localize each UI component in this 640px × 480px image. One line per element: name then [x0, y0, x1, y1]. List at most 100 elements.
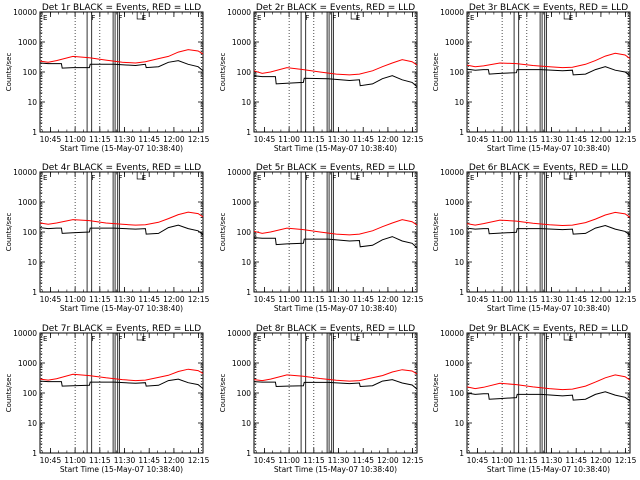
- y-tick-label: 1000: [18, 359, 37, 368]
- flag-interval: [328, 332, 334, 454]
- events-series-line: [466, 391, 631, 402]
- y-axis-label: Counts/sec: [432, 53, 440, 92]
- x-tick-label: 12:00: [163, 135, 185, 144]
- flag-label: F: [91, 335, 95, 343]
- x-tick-label: 10:45: [254, 295, 276, 304]
- flag-label: F: [518, 14, 522, 22]
- x-tick-label: 11:45: [565, 295, 587, 304]
- panel-title: Det 9r BLACK = Events, RED = LLD: [469, 324, 628, 334]
- x-tick-label: 12:00: [163, 295, 185, 304]
- x-tick-label: 12:00: [377, 456, 399, 465]
- panel-title: Det 5r BLACK = Events, RED = LLD: [256, 163, 415, 173]
- x-axis-label: Start Time (15-May-07 10:38:40): [274, 465, 397, 474]
- x-tick-label: 10:45: [40, 295, 62, 304]
- y-tick-label: 10: [27, 258, 37, 267]
- x-tick-label: 10:45: [40, 135, 62, 144]
- x-tick-label: 11:00: [64, 135, 86, 144]
- x-tick-label: 11:45: [565, 135, 587, 144]
- y-tick-label: 1: [246, 288, 251, 297]
- x-tick-label: 12:15: [188, 456, 210, 465]
- x-axis-label: Start Time (15-May-07 10:38:40): [60, 144, 183, 153]
- detector-panel: Det 4r BLACK = Events, RED = LLD 1 10 100 10…: [5, 163, 210, 313]
- y-axis-label: Counts/sec: [219, 213, 227, 252]
- detector-panel: Det 2r BLACK = Events, RED = LLD 1 10 100 10…: [219, 3, 424, 153]
- y-tick-label: 100: [450, 68, 465, 77]
- events-series-line: [39, 378, 204, 389]
- events-series-line: [253, 236, 418, 249]
- panel-title: Det 8r BLACK = Events, RED = LLD: [256, 324, 415, 334]
- x-tick-label: 11:00: [64, 456, 86, 465]
- flag-interval: [350, 11, 359, 20]
- detector-panel: Det 6r BLACK = Events, RED = LLD 1 10 100 10…: [432, 163, 637, 313]
- y-tick-label: 1000: [232, 198, 251, 207]
- flag-interval: [114, 11, 120, 133]
- x-tick-label: 11:15: [89, 295, 111, 304]
- x-tick-label: 11:00: [491, 135, 513, 144]
- y-axis-label: Counts/sec: [5, 53, 13, 92]
- y-tick-label: 1: [32, 288, 37, 297]
- flag-interval: [86, 11, 93, 133]
- y-tick-label: 10: [241, 419, 251, 428]
- flag-label: F: [332, 174, 336, 182]
- y-axis-label: Counts/sec: [432, 374, 440, 413]
- flag-label: E: [356, 174, 360, 182]
- y-tick-label: 1000: [445, 359, 464, 368]
- x-tick-label: 11:45: [565, 456, 587, 465]
- x-tick-label: 10:45: [467, 295, 489, 304]
- flag-interval: [300, 171, 307, 293]
- x-tick-label: 10:45: [467, 456, 489, 465]
- x-axis-label: Start Time (15-May-07 10:38:40): [487, 304, 610, 313]
- y-tick-label: 100: [450, 228, 465, 237]
- flag-interval: [350, 171, 359, 180]
- detector-panel: Det 8r BLACK = Events, RED = LLD 1 10 100 10…: [219, 324, 424, 474]
- events-series-line: [466, 224, 631, 236]
- x-axis-label: Start Time (15-May-07 10:38:40): [60, 465, 183, 474]
- x-tick-label: 12:15: [188, 135, 210, 144]
- flag-label: E: [356, 14, 360, 22]
- flag-label: F: [332, 14, 336, 22]
- flag-interval: [136, 332, 145, 341]
- y-tick-label: 10000: [227, 329, 251, 338]
- x-axis-label: Start Time (15-May-07 10:38:40): [487, 465, 610, 474]
- events-series-line: [466, 66, 631, 77]
- y-tick-label: 1: [246, 449, 251, 458]
- y-tick-label: 10000: [440, 329, 464, 338]
- x-tick-label: 11:00: [278, 135, 300, 144]
- flag-label: E: [569, 14, 573, 22]
- flag-label: E: [257, 14, 261, 22]
- x-tick-label: 11:00: [491, 456, 513, 465]
- y-tick-label: 1000: [18, 38, 37, 47]
- flag-label: F: [332, 335, 336, 343]
- x-tick-label: 10:45: [254, 135, 276, 144]
- y-tick-label: 100: [23, 68, 38, 77]
- flag-label: E: [43, 174, 47, 182]
- plot-frame: [253, 171, 418, 293]
- y-tick-label: 1: [32, 128, 37, 137]
- x-tick-label: 11:30: [328, 456, 350, 465]
- y-tick-label: 10: [27, 419, 37, 428]
- flag-interval: [300, 11, 307, 133]
- x-tick-label: 12:15: [402, 295, 424, 304]
- lld-series-line: [253, 59, 418, 76]
- y-tick-label: 10: [241, 98, 251, 107]
- flag-label: F: [518, 174, 522, 182]
- flag-interval: [114, 332, 120, 454]
- flag-interval: [136, 11, 145, 20]
- y-tick-label: 10000: [13, 168, 37, 177]
- y-axis-label: Counts/sec: [5, 213, 13, 252]
- detector-panel: Det 7r BLACK = Events, RED = LLD 1 10 100 10…: [5, 324, 210, 474]
- panel-title: Det 1r BLACK = Events, RED = LLD: [42, 3, 201, 13]
- x-tick-label: 12:00: [377, 135, 399, 144]
- y-tick-label: 100: [237, 228, 252, 237]
- flag-interval: [541, 171, 547, 293]
- lld-series-line: [466, 374, 631, 391]
- flag-label: F: [305, 174, 309, 182]
- flag-interval: [86, 332, 93, 454]
- x-tick-label: 11:00: [278, 456, 300, 465]
- x-tick-label: 12:00: [377, 295, 399, 304]
- x-tick-label: 11:45: [138, 135, 160, 144]
- x-axis-label: Start Time (15-May-07 10:38:40): [487, 144, 610, 153]
- flag-label: E: [470, 14, 474, 22]
- flag-label: E: [470, 335, 474, 343]
- flag-label: E: [142, 14, 146, 22]
